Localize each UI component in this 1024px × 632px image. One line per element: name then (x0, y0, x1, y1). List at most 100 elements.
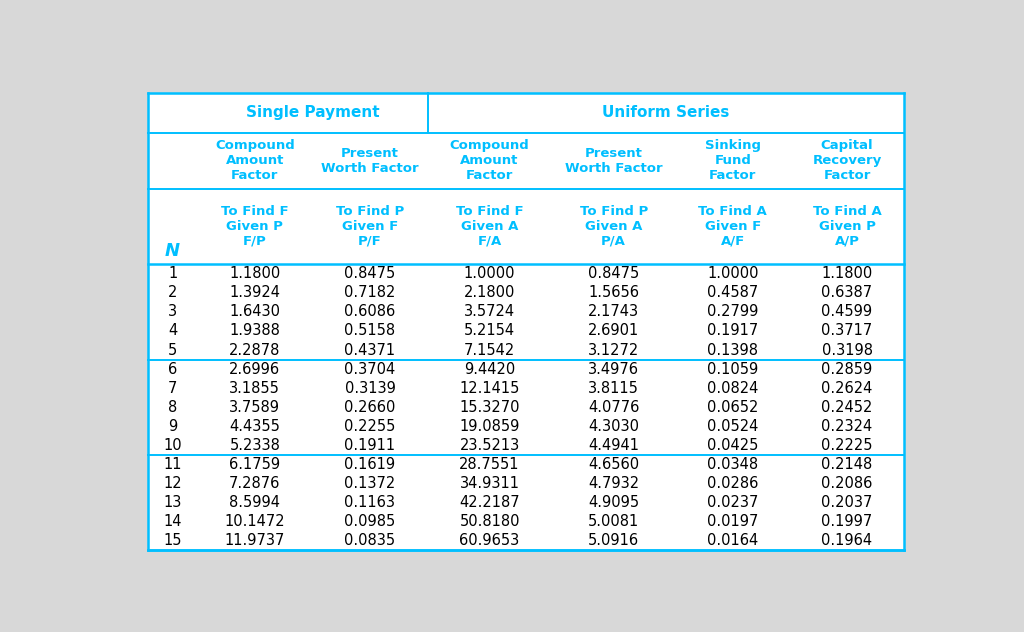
Text: 0.2799: 0.2799 (708, 305, 759, 319)
Text: 8.5994: 8.5994 (229, 495, 281, 510)
Text: 0.4587: 0.4587 (708, 285, 759, 300)
Text: Compound
Amount
Factor: Compound Amount Factor (215, 139, 295, 182)
Text: 0.0197: 0.0197 (708, 514, 759, 529)
Text: 0.0985: 0.0985 (344, 514, 395, 529)
Text: 4.4941: 4.4941 (588, 438, 639, 453)
Text: 3: 3 (168, 305, 177, 319)
Text: 34.9311: 34.9311 (460, 476, 519, 491)
Text: 3.4976: 3.4976 (588, 362, 639, 377)
Text: 0.0835: 0.0835 (344, 533, 395, 549)
Text: 10: 10 (163, 438, 182, 453)
Text: 0.2225: 0.2225 (821, 438, 872, 453)
Text: 0.4599: 0.4599 (821, 305, 872, 319)
Text: 14: 14 (163, 514, 182, 529)
Text: 15: 15 (163, 533, 182, 549)
Text: 28.7551: 28.7551 (460, 457, 520, 472)
Text: 15.3270: 15.3270 (460, 400, 520, 415)
Text: 6: 6 (168, 362, 177, 377)
Text: Compound
Amount
Factor: Compound Amount Factor (450, 139, 529, 182)
Text: To Find A
Given P
A/P: To Find A Given P A/P (813, 205, 882, 248)
Text: 4.0776: 4.0776 (588, 400, 639, 415)
Text: 11: 11 (163, 457, 182, 472)
Text: 0.0286: 0.0286 (708, 476, 759, 491)
Text: 13: 13 (164, 495, 181, 510)
Text: 2.6901: 2.6901 (588, 324, 639, 339)
Text: 1.0000: 1.0000 (708, 266, 759, 281)
Text: 0.1917: 0.1917 (708, 324, 759, 339)
Text: 0.0164: 0.0164 (708, 533, 759, 549)
Text: 19.0859: 19.0859 (460, 419, 520, 434)
Text: 0.4371: 0.4371 (344, 343, 395, 358)
Text: Capital
Recovery
Factor: Capital Recovery Factor (812, 139, 882, 182)
Text: 0.3139: 0.3139 (344, 380, 395, 396)
Text: 0.1964: 0.1964 (821, 533, 872, 549)
Text: 0.8475: 0.8475 (588, 266, 639, 281)
Text: 0.3717: 0.3717 (821, 324, 872, 339)
Text: 0.2148: 0.2148 (821, 457, 872, 472)
Text: 4.6560: 4.6560 (588, 457, 639, 472)
Text: 3.5724: 3.5724 (464, 305, 515, 319)
Text: 1.3924: 1.3924 (229, 285, 281, 300)
Text: 8: 8 (168, 400, 177, 415)
Text: 1.6430: 1.6430 (229, 305, 281, 319)
Text: 4.4355: 4.4355 (229, 419, 281, 434)
Text: 0.2624: 0.2624 (821, 380, 872, 396)
Text: 0.0524: 0.0524 (708, 419, 759, 434)
Text: 9: 9 (168, 419, 177, 434)
Text: 1.5656: 1.5656 (588, 285, 639, 300)
Text: 0.1997: 0.1997 (821, 514, 872, 529)
Text: 1.0000: 1.0000 (464, 266, 515, 281)
Text: 23.5213: 23.5213 (460, 438, 520, 453)
Text: 0.1619: 0.1619 (344, 457, 395, 472)
Text: To Find F
Given P
F/P: To Find F Given P F/P (221, 205, 289, 248)
Text: 12.1415: 12.1415 (460, 380, 520, 396)
Text: 0.3198: 0.3198 (821, 343, 872, 358)
Text: To Find F
Given A
F/A: To Find F Given A F/A (456, 205, 523, 248)
Text: 2: 2 (168, 285, 177, 300)
Text: 0.6387: 0.6387 (821, 285, 872, 300)
Text: 1.1800: 1.1800 (229, 266, 281, 281)
Text: 0.2255: 0.2255 (344, 419, 395, 434)
Text: 0.8475: 0.8475 (344, 266, 395, 281)
Text: 0.0425: 0.0425 (708, 438, 759, 453)
Text: 5.2338: 5.2338 (229, 438, 281, 453)
Text: 0.1398: 0.1398 (708, 343, 759, 358)
Text: Uniform Series: Uniform Series (602, 106, 729, 120)
Text: 0.0652: 0.0652 (708, 400, 759, 415)
Text: 4.3030: 4.3030 (588, 419, 639, 434)
Text: 0.2452: 0.2452 (821, 400, 872, 415)
Text: 7.1542: 7.1542 (464, 343, 515, 358)
Text: To Find A
Given F
A/F: To Find A Given F A/F (698, 205, 767, 248)
Text: 0.7182: 0.7182 (344, 285, 395, 300)
Text: 0.2660: 0.2660 (344, 400, 395, 415)
Text: 0.2324: 0.2324 (821, 419, 872, 434)
Text: 11.9737: 11.9737 (224, 533, 285, 549)
Text: Sinking
Fund
Factor: Sinking Fund Factor (705, 139, 761, 182)
Text: 5.0916: 5.0916 (588, 533, 639, 549)
Text: 2.2878: 2.2878 (229, 343, 281, 358)
Text: 1: 1 (168, 266, 177, 281)
Text: 0.6086: 0.6086 (344, 305, 395, 319)
Text: 1.1800: 1.1800 (821, 266, 872, 281)
Text: Present
Worth Factor: Present Worth Factor (322, 147, 419, 175)
Text: 0.0348: 0.0348 (708, 457, 759, 472)
Text: 5: 5 (168, 343, 177, 358)
Text: 12: 12 (163, 476, 182, 491)
Text: 3.8115: 3.8115 (588, 380, 639, 396)
Text: 50.8180: 50.8180 (460, 514, 520, 529)
Text: 0.2086: 0.2086 (821, 476, 872, 491)
Text: 2.6996: 2.6996 (229, 362, 281, 377)
Text: 0.2859: 0.2859 (821, 362, 872, 377)
Text: 0.0824: 0.0824 (708, 380, 759, 396)
Text: 6.1759: 6.1759 (229, 457, 281, 472)
Text: 4.9095: 4.9095 (588, 495, 639, 510)
Text: 5.2154: 5.2154 (464, 324, 515, 339)
Text: 0.1911: 0.1911 (344, 438, 395, 453)
Text: 4: 4 (168, 324, 177, 339)
Text: 3.7589: 3.7589 (229, 400, 281, 415)
Text: 3.1272: 3.1272 (588, 343, 639, 358)
Text: 0.1372: 0.1372 (344, 476, 395, 491)
Text: 0.5158: 0.5158 (344, 324, 395, 339)
Text: 0.3704: 0.3704 (344, 362, 395, 377)
Text: 10.1472: 10.1472 (224, 514, 285, 529)
